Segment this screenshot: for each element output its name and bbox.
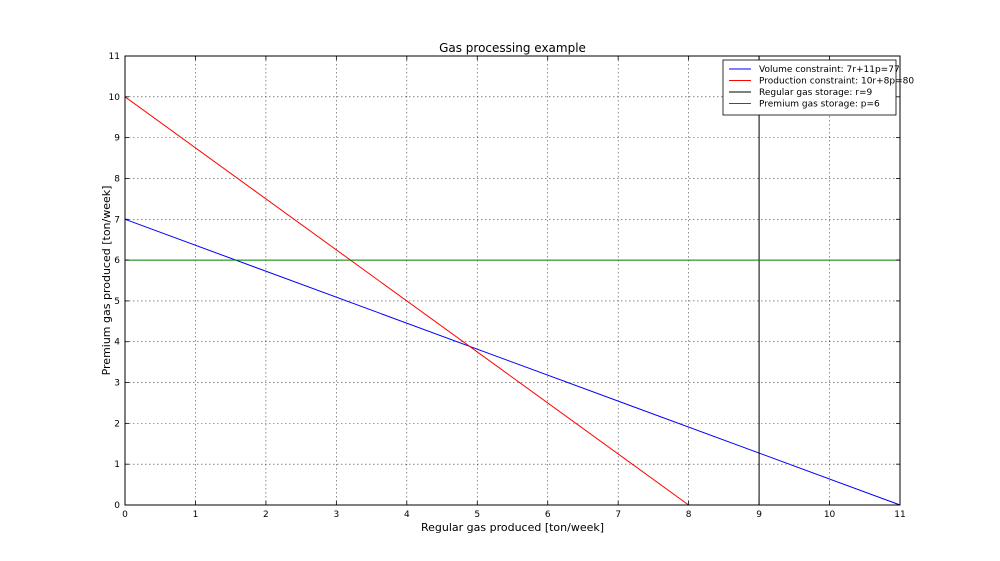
x-tick-label: 11 [894,510,905,520]
x-tick-label: 8 [686,510,692,520]
y-tick-label: 0 [114,501,120,511]
y-tick-label: 6 [114,256,120,266]
x-tick-label: 6 [545,510,551,520]
plot-frame [124,55,901,506]
x-tick-label: 5 [474,510,480,520]
y-tick-label: 4 [114,338,120,348]
chart-title: Gas processing example [439,41,586,55]
y-tick-label: 8 [114,174,120,184]
y-tick-label: 9 [114,134,120,144]
legend-label-4: Premium gas storage: p=6 [759,100,880,110]
legend-label-3: Regular gas storage: r=9 [759,88,872,98]
y-tick-label: 5 [114,297,120,307]
x-tick-label: 4 [404,510,410,520]
x-tick-label: 1 [193,510,199,520]
axis-ticks: 0 1 2 3 4 5 6 7 8 9 10 11 0 1 2 3 4 5 6 7 8 9 10 11 [109,52,906,520]
legend: Volume constraint: 7r+11p=77 Production c… [722,59,914,116]
y-tick-label: 7 [114,215,120,225]
series-lines [124,56,901,506]
series-line-2 [124,96,689,506]
x-tick-label: 0 [122,510,128,520]
y-tick-label: 11 [109,52,120,62]
x-tick-label: 2 [263,510,269,520]
legend-box [722,59,897,116]
y-tick-label: 10 [109,93,121,103]
y-tick-label: 3 [114,379,120,389]
x-tick-label: 3 [333,510,339,520]
legend-label-2: Production constraint: 10r+8p=80 [759,77,914,87]
legend-label-1: Volume constraint: 7r+11p=77 [759,65,900,75]
y-axis-label: Premium gas produced [ton/week] [100,186,113,376]
x-tick-label: 10 [824,510,836,520]
x-tick-label: 7 [615,510,621,520]
series-line-1 [124,218,901,506]
x-tick-label: 9 [756,510,762,520]
y-tick-label: 1 [114,460,120,470]
y-tick-label: 2 [114,419,120,429]
x-axis-label: Regular gas produced [ton/week] [421,521,604,534]
